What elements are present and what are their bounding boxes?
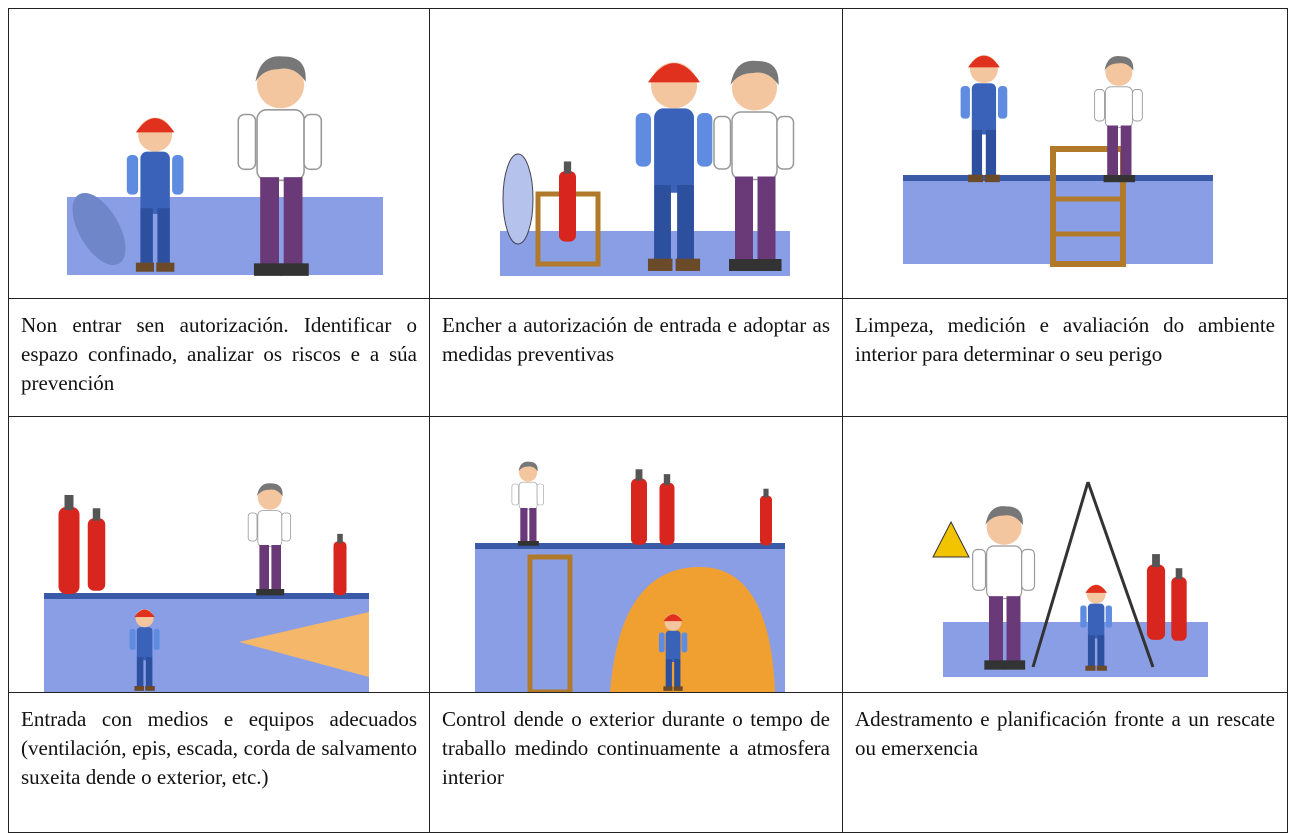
illustration bbox=[44, 482, 369, 692]
illustration bbox=[903, 55, 1213, 267]
caption: Limpeza, medición e avaliación do ambien… bbox=[842, 298, 1288, 417]
image-row bbox=[8, 416, 1288, 693]
caption: Control dende o exterior durante o tempo… bbox=[429, 692, 843, 833]
caption-row: Entrada con medios e equipos adecuados (… bbox=[8, 692, 1288, 833]
image-row bbox=[8, 8, 1288, 299]
illustration bbox=[500, 59, 795, 276]
illustration-cell bbox=[842, 8, 1288, 299]
illustration bbox=[67, 55, 383, 277]
illustration-cell bbox=[429, 8, 843, 299]
illustration-cell bbox=[429, 416, 843, 693]
info-table: Non entrar sen autorización. Identificar… bbox=[8, 8, 1288, 833]
illustration-cell bbox=[842, 416, 1288, 693]
illustration bbox=[932, 481, 1208, 677]
caption: Adestramento e planificación fronte a un… bbox=[842, 692, 1288, 833]
illustration bbox=[475, 460, 785, 692]
caption: Non entrar sen autorización. Identificar… bbox=[8, 298, 430, 417]
caption: Encher a autorización de entrada e adopt… bbox=[429, 298, 843, 417]
illustration-cell bbox=[8, 8, 430, 299]
caption: Entrada con medios e equipos adecuados (… bbox=[8, 692, 430, 833]
illustration-cell bbox=[8, 416, 430, 693]
caption-row: Non entrar sen autorización. Identificar… bbox=[8, 298, 1288, 417]
